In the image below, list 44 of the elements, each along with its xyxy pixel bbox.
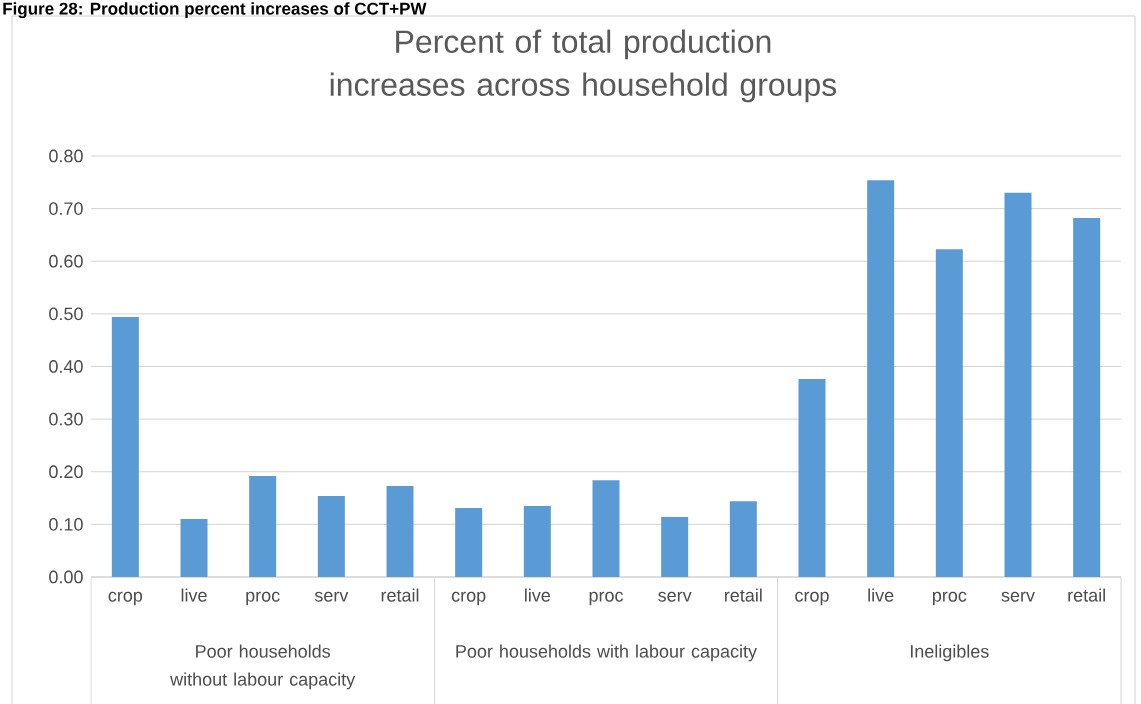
y-tick-label: 0.40 [49, 360, 83, 373]
bar [455, 508, 483, 577]
y-tick-label: 0.80 [49, 149, 83, 163]
x-tick-label: serv [658, 591, 692, 602]
bar [729, 501, 757, 577]
bar [1073, 218, 1101, 577]
text: Poor households with labour capacity [456, 644, 757, 662]
y-tick-label: 0.50 [49, 307, 83, 321]
y-tick-label: 0.30 [49, 412, 83, 426]
bar [386, 485, 414, 577]
x-tick-label: retail [381, 588, 419, 602]
x-tick-label: live [181, 588, 207, 602]
bar [798, 379, 826, 577]
chart-title: Percent of total production increases across household groups [330, 29, 837, 103]
bar [867, 180, 895, 577]
y-tick-label: 0.20 [49, 465, 83, 479]
x-tick-label: crop [451, 591, 486, 606]
x-tick-label: crop [795, 591, 829, 606]
y-tick-label: 0.00 [49, 570, 83, 584]
x-tick-label: serv [314, 591, 349, 602]
x-tick-label: proc [589, 591, 624, 606]
bar [523, 505, 551, 577]
y-tick-label: 0.10 [49, 517, 83, 531]
x-tick-label: retail [1068, 588, 1105, 602]
bar [935, 249, 963, 577]
caption: Figure 28: Production percent increases of CCT+PW [3, 2, 427, 19]
x-tick-label: live [868, 588, 894, 602]
x-tick-label: proc [246, 591, 280, 606]
bar [180, 519, 208, 577]
text: Poor households without labour capacity [170, 644, 356, 690]
bar [249, 475, 277, 577]
x-tick-label: proc [932, 591, 967, 606]
y-tick-label: 0.60 [49, 254, 83, 268]
y-tick-label: 0.70 [49, 202, 83, 215]
bar [317, 495, 345, 577]
bar [1004, 192, 1032, 577]
x-tick-label: crop [108, 591, 143, 606]
x-tick-label: live [525, 588, 551, 602]
bar [111, 317, 139, 577]
x-tick-label: serv [1001, 591, 1035, 602]
text: Ineligibles [910, 644, 989, 662]
bar [592, 480, 620, 577]
x-tick-label: retail [725, 588, 762, 602]
bar [661, 516, 689, 577]
